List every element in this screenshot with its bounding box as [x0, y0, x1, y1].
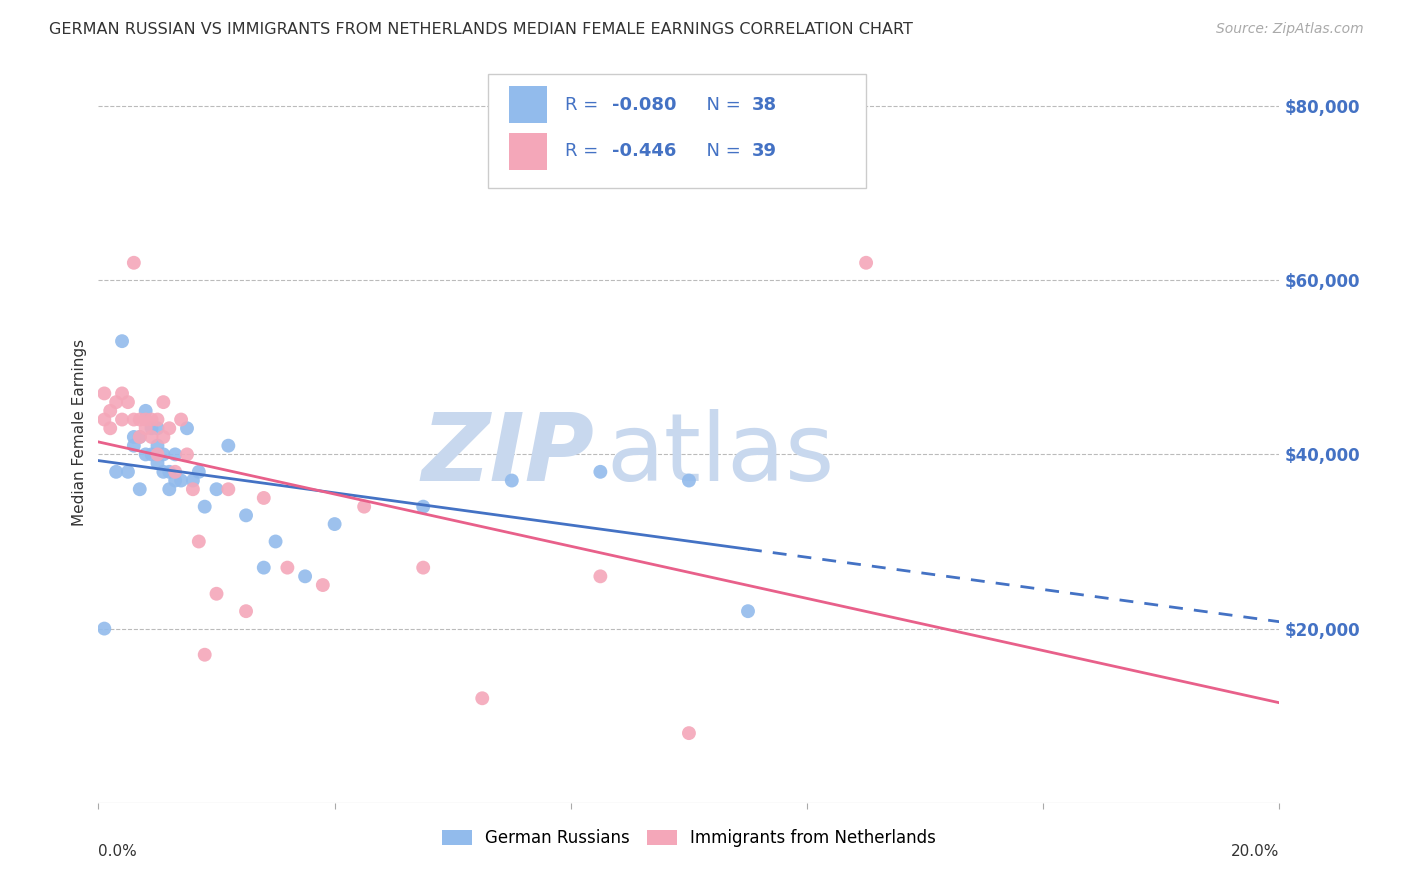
Point: [678, 474, 700, 488]
Y-axis label: Median Female Earnings: Median Female Earnings: [72, 339, 87, 526]
Point: [412, 500, 434, 514]
Point: [141, 447, 163, 461]
Point: [589, 569, 612, 583]
Point: [135, 447, 157, 461]
Point: [117, 395, 139, 409]
Point: [181, 482, 204, 496]
Point: [135, 421, 157, 435]
Point: [146, 447, 169, 461]
Point: [146, 412, 169, 426]
Point: [98, 421, 121, 435]
Point: [146, 456, 169, 470]
Point: [176, 447, 198, 461]
Point: [323, 517, 346, 532]
Point: [128, 430, 150, 444]
Point: [194, 648, 217, 662]
Point: [157, 482, 180, 496]
Point: [253, 491, 276, 505]
Point: [165, 465, 187, 479]
Point: [187, 534, 209, 549]
Point: [165, 447, 187, 461]
Point: [264, 534, 287, 549]
Point: [471, 691, 494, 706]
Point: [589, 465, 612, 479]
Text: 38: 38: [752, 95, 776, 113]
Point: [122, 439, 145, 453]
Point: [98, 404, 121, 418]
Point: [165, 474, 187, 488]
Point: [294, 569, 316, 583]
Point: [122, 430, 145, 444]
Point: [501, 474, 523, 488]
FancyBboxPatch shape: [488, 73, 866, 188]
Point: [194, 500, 217, 514]
Point: [135, 412, 157, 426]
Point: [176, 421, 198, 435]
Point: [141, 430, 163, 444]
Point: [152, 430, 174, 444]
Point: [135, 404, 157, 418]
Point: [205, 587, 228, 601]
Point: [141, 412, 163, 426]
Point: [235, 604, 257, 618]
Point: [152, 395, 174, 409]
Text: 20.0%: 20.0%: [1232, 844, 1279, 858]
Point: [128, 412, 150, 426]
Point: [170, 412, 193, 426]
Point: [122, 412, 145, 426]
Point: [235, 508, 257, 523]
Point: [152, 465, 174, 479]
Point: [128, 430, 150, 444]
Point: [353, 500, 375, 514]
Point: [146, 439, 169, 453]
Text: GERMAN RUSSIAN VS IMMIGRANTS FROM NETHERLANDS MEDIAN FEMALE EARNINGS CORRELATION: GERMAN RUSSIAN VS IMMIGRANTS FROM NETHER…: [49, 22, 912, 37]
Legend: German Russians, Immigrants from Netherlands: German Russians, Immigrants from Netherl…: [436, 822, 942, 854]
Text: R =: R =: [565, 95, 605, 113]
Point: [678, 726, 700, 740]
Bar: [509, 87, 547, 123]
Point: [111, 386, 134, 401]
Point: [157, 421, 180, 435]
Point: [181, 474, 204, 488]
Bar: [509, 133, 547, 169]
Point: [105, 395, 128, 409]
Text: atlas: atlas: [606, 409, 835, 500]
Point: [737, 604, 759, 618]
Point: [141, 421, 163, 435]
Point: [276, 560, 298, 574]
Point: [312, 578, 335, 592]
Point: [93, 386, 115, 401]
Point: [855, 256, 877, 270]
Text: N =: N =: [695, 143, 747, 161]
Point: [253, 560, 276, 574]
Point: [122, 256, 145, 270]
Text: Source: ZipAtlas.com: Source: ZipAtlas.com: [1216, 22, 1364, 37]
Point: [128, 482, 150, 496]
Point: [146, 421, 169, 435]
Text: ZIP: ZIP: [422, 409, 595, 500]
Point: [93, 412, 115, 426]
Text: R =: R =: [565, 143, 605, 161]
Point: [187, 465, 209, 479]
Point: [105, 465, 128, 479]
Text: 0.0%: 0.0%: [98, 844, 138, 858]
Point: [170, 474, 193, 488]
Point: [152, 447, 174, 461]
Point: [157, 465, 180, 479]
Point: [93, 622, 115, 636]
Text: 39: 39: [752, 143, 776, 161]
Point: [217, 482, 239, 496]
Point: [111, 412, 134, 426]
Text: N =: N =: [695, 95, 747, 113]
Point: [217, 439, 239, 453]
Point: [117, 465, 139, 479]
Point: [205, 482, 228, 496]
Text: -0.446: -0.446: [612, 143, 676, 161]
Point: [412, 560, 434, 574]
Point: [111, 334, 134, 348]
Text: -0.080: -0.080: [612, 95, 676, 113]
